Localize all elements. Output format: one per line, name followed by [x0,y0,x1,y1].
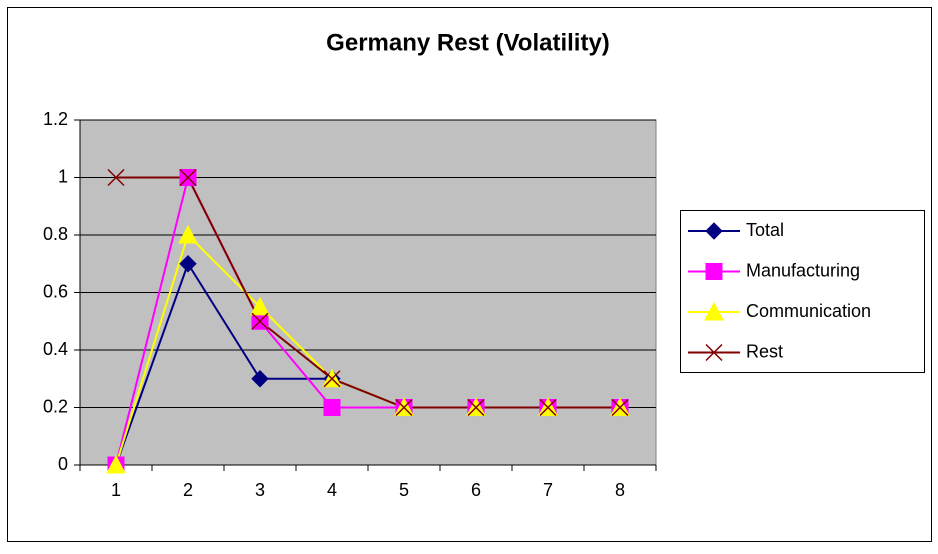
x-tick-label: 7 [543,480,553,500]
legend-label: Communication [746,301,871,321]
y-tick-label: 0.6 [43,281,68,301]
marker [106,454,126,474]
marker [467,398,485,417]
marker [178,224,198,244]
marker [705,222,723,240]
marker [323,399,341,416]
x-tick-label: 6 [471,480,481,500]
marker [251,312,269,330]
marker [539,398,557,417]
y-tick-label: 0.8 [43,224,68,244]
marker [250,296,270,316]
x-tick-label: 3 [255,480,265,500]
marker [704,301,724,321]
marker [705,343,723,362]
y-tick-label: 0 [58,454,68,474]
y-tick-label: 0.2 [43,396,68,416]
legend-items: Total Manufacturing Communication Rest [688,220,871,362]
y-tick-label: 0.4 [43,339,68,359]
series-layer [106,168,630,474]
marker [395,398,413,417]
marker [611,398,629,417]
marker [179,255,197,273]
legend-label: Manufacturing [746,260,860,280]
x-tick-label: 8 [615,480,625,500]
grid: 0 0.2 0.4 0.6 0.8 1 1.2 1 2 3 4 5 6 7 8 [43,109,657,500]
y-tick-label: 1 [58,166,68,186]
marker [323,370,341,388]
series-line [116,176,620,409]
x-tick-label: 2 [183,480,193,500]
legend-label: Rest [746,341,783,361]
x-tick-label: 4 [327,480,337,500]
marker [107,168,125,187]
marker [705,263,723,280]
legend-label: Total [746,220,784,240]
marker [179,168,197,187]
chart-title: Germany Rest (Volatility) [326,29,610,56]
x-tick-label: 1 [111,480,121,500]
marker [251,370,269,388]
y-tick-label: 1.2 [43,109,68,129]
x-tick-label: 5 [399,480,409,500]
